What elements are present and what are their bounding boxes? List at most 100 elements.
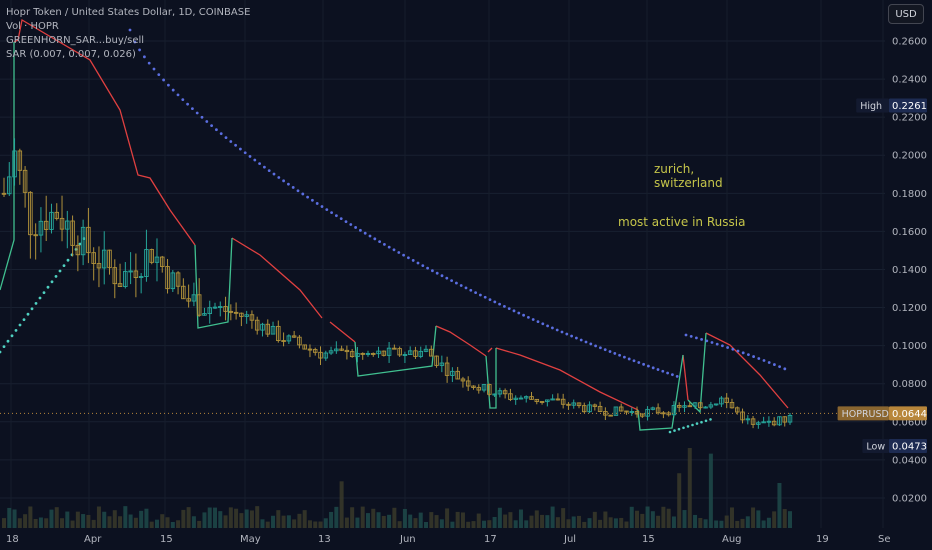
sar-dot-teal <box>691 423 694 427</box>
sar-dot <box>517 311 521 315</box>
x-tick-label: May <box>240 534 261 545</box>
sar-dot <box>263 165 266 169</box>
volume-bar <box>434 515 439 528</box>
sar-dot <box>239 147 242 151</box>
candle-body <box>481 384 487 391</box>
candle-body <box>455 370 460 380</box>
volume-bar <box>33 518 38 528</box>
candle-body <box>186 298 191 302</box>
volume-bar <box>740 518 745 528</box>
sar-dot <box>512 309 516 313</box>
sar-dot <box>710 341 714 344</box>
sar-dot-teal <box>2 345 6 348</box>
candle-body <box>402 354 408 356</box>
volume-bar <box>724 515 729 528</box>
candle-body <box>597 405 603 412</box>
candle-body <box>787 415 793 423</box>
candle-body <box>465 380 471 387</box>
volume-bar <box>561 508 566 528</box>
sar-dot <box>671 373 674 377</box>
stop-line-red <box>682 354 689 401</box>
volume-bar <box>640 513 645 528</box>
volume-bar <box>186 507 191 528</box>
volume-bar <box>118 516 123 528</box>
volume-bar <box>645 506 650 528</box>
sar-dot <box>267 169 271 173</box>
sar-dot <box>560 330 564 334</box>
candle-body <box>582 405 587 413</box>
sar-dot <box>392 248 396 252</box>
sar-dot <box>186 102 190 106</box>
candle-body <box>323 352 329 359</box>
sar-dot <box>570 334 573 338</box>
volume-bar <box>772 511 777 528</box>
candle-body <box>476 387 482 391</box>
volume-bar <box>714 520 719 528</box>
y-axis: 0.2600 0.2400 0.2200 0.2000 0.1800 0.1600 0.14… <box>892 37 927 505</box>
x-tick-label: Jul <box>563 534 576 545</box>
stop-line-green <box>194 237 233 329</box>
volume-bar <box>761 520 766 528</box>
volume-bar <box>566 519 571 528</box>
sar-dot <box>215 128 218 132</box>
volume-bar <box>60 518 65 528</box>
candle-body <box>661 412 666 415</box>
sar-dot <box>219 132 223 136</box>
volume-indicator-label[interactable]: Vol · HOPR <box>6 21 59 32</box>
candle-body <box>12 150 17 178</box>
symbol-title[interactable]: Hopr Token / United States Dollar, 1D, C… <box>6 7 251 18</box>
y-tick-label: 0.2400 <box>892 75 927 86</box>
volume-bar <box>286 515 291 528</box>
candle-body <box>492 393 497 396</box>
volume-bar <box>170 521 175 528</box>
volume-bar <box>371 508 376 528</box>
x-tick-label: Jun <box>399 534 416 545</box>
sar-dot <box>291 186 295 189</box>
volume-bar <box>492 517 497 528</box>
sar-dot <box>416 261 420 265</box>
candle-body <box>381 350 387 356</box>
sar-dot <box>440 274 444 278</box>
candle-body <box>265 323 271 335</box>
volume-bar <box>181 509 186 528</box>
indicator-lines <box>0 18 789 431</box>
volume-bar <box>503 514 508 528</box>
candle-body <box>539 401 545 403</box>
candle-body <box>671 405 677 416</box>
candle-body <box>112 267 118 285</box>
sar-dot-teal <box>668 430 672 434</box>
sar-indicator-label[interactable]: SAR (0.007, 0.007, 0.026) <box>6 49 136 60</box>
sar-dot-teal <box>46 285 50 289</box>
sar-dot-teal <box>66 258 70 262</box>
sar-dot <box>191 107 194 111</box>
sar-dot <box>349 223 353 226</box>
candle-body <box>676 405 682 408</box>
sar-dot <box>277 176 281 179</box>
sar-dot <box>128 28 132 32</box>
sar-dot-teal <box>10 334 14 338</box>
greenhorn-indicator-label[interactable]: GREENHORN_SAR...buy/sell <box>6 35 145 46</box>
currency-button[interactable]: USD <box>888 4 924 24</box>
sar-dot <box>637 361 641 364</box>
y-tick-label: 0.0400 <box>892 455 927 466</box>
candle-body <box>650 407 656 410</box>
sar-dot <box>287 182 290 186</box>
sar-dot <box>603 348 607 352</box>
candle-body <box>687 405 693 408</box>
volume-bar <box>123 506 128 528</box>
stop-line-red <box>13 18 196 246</box>
volume-bar <box>439 519 444 528</box>
candle-body <box>439 362 445 366</box>
volume-bar <box>360 506 365 528</box>
candle-body <box>523 396 529 399</box>
sar-dot <box>205 120 209 123</box>
sar-dot <box>234 143 238 147</box>
stop-line-red <box>705 332 789 409</box>
stop-line-green <box>485 348 497 409</box>
sar-dot <box>555 328 559 332</box>
candle-body <box>761 421 766 424</box>
candle-body <box>339 348 344 351</box>
sar-dot <box>330 211 333 215</box>
candle-body <box>444 362 450 376</box>
